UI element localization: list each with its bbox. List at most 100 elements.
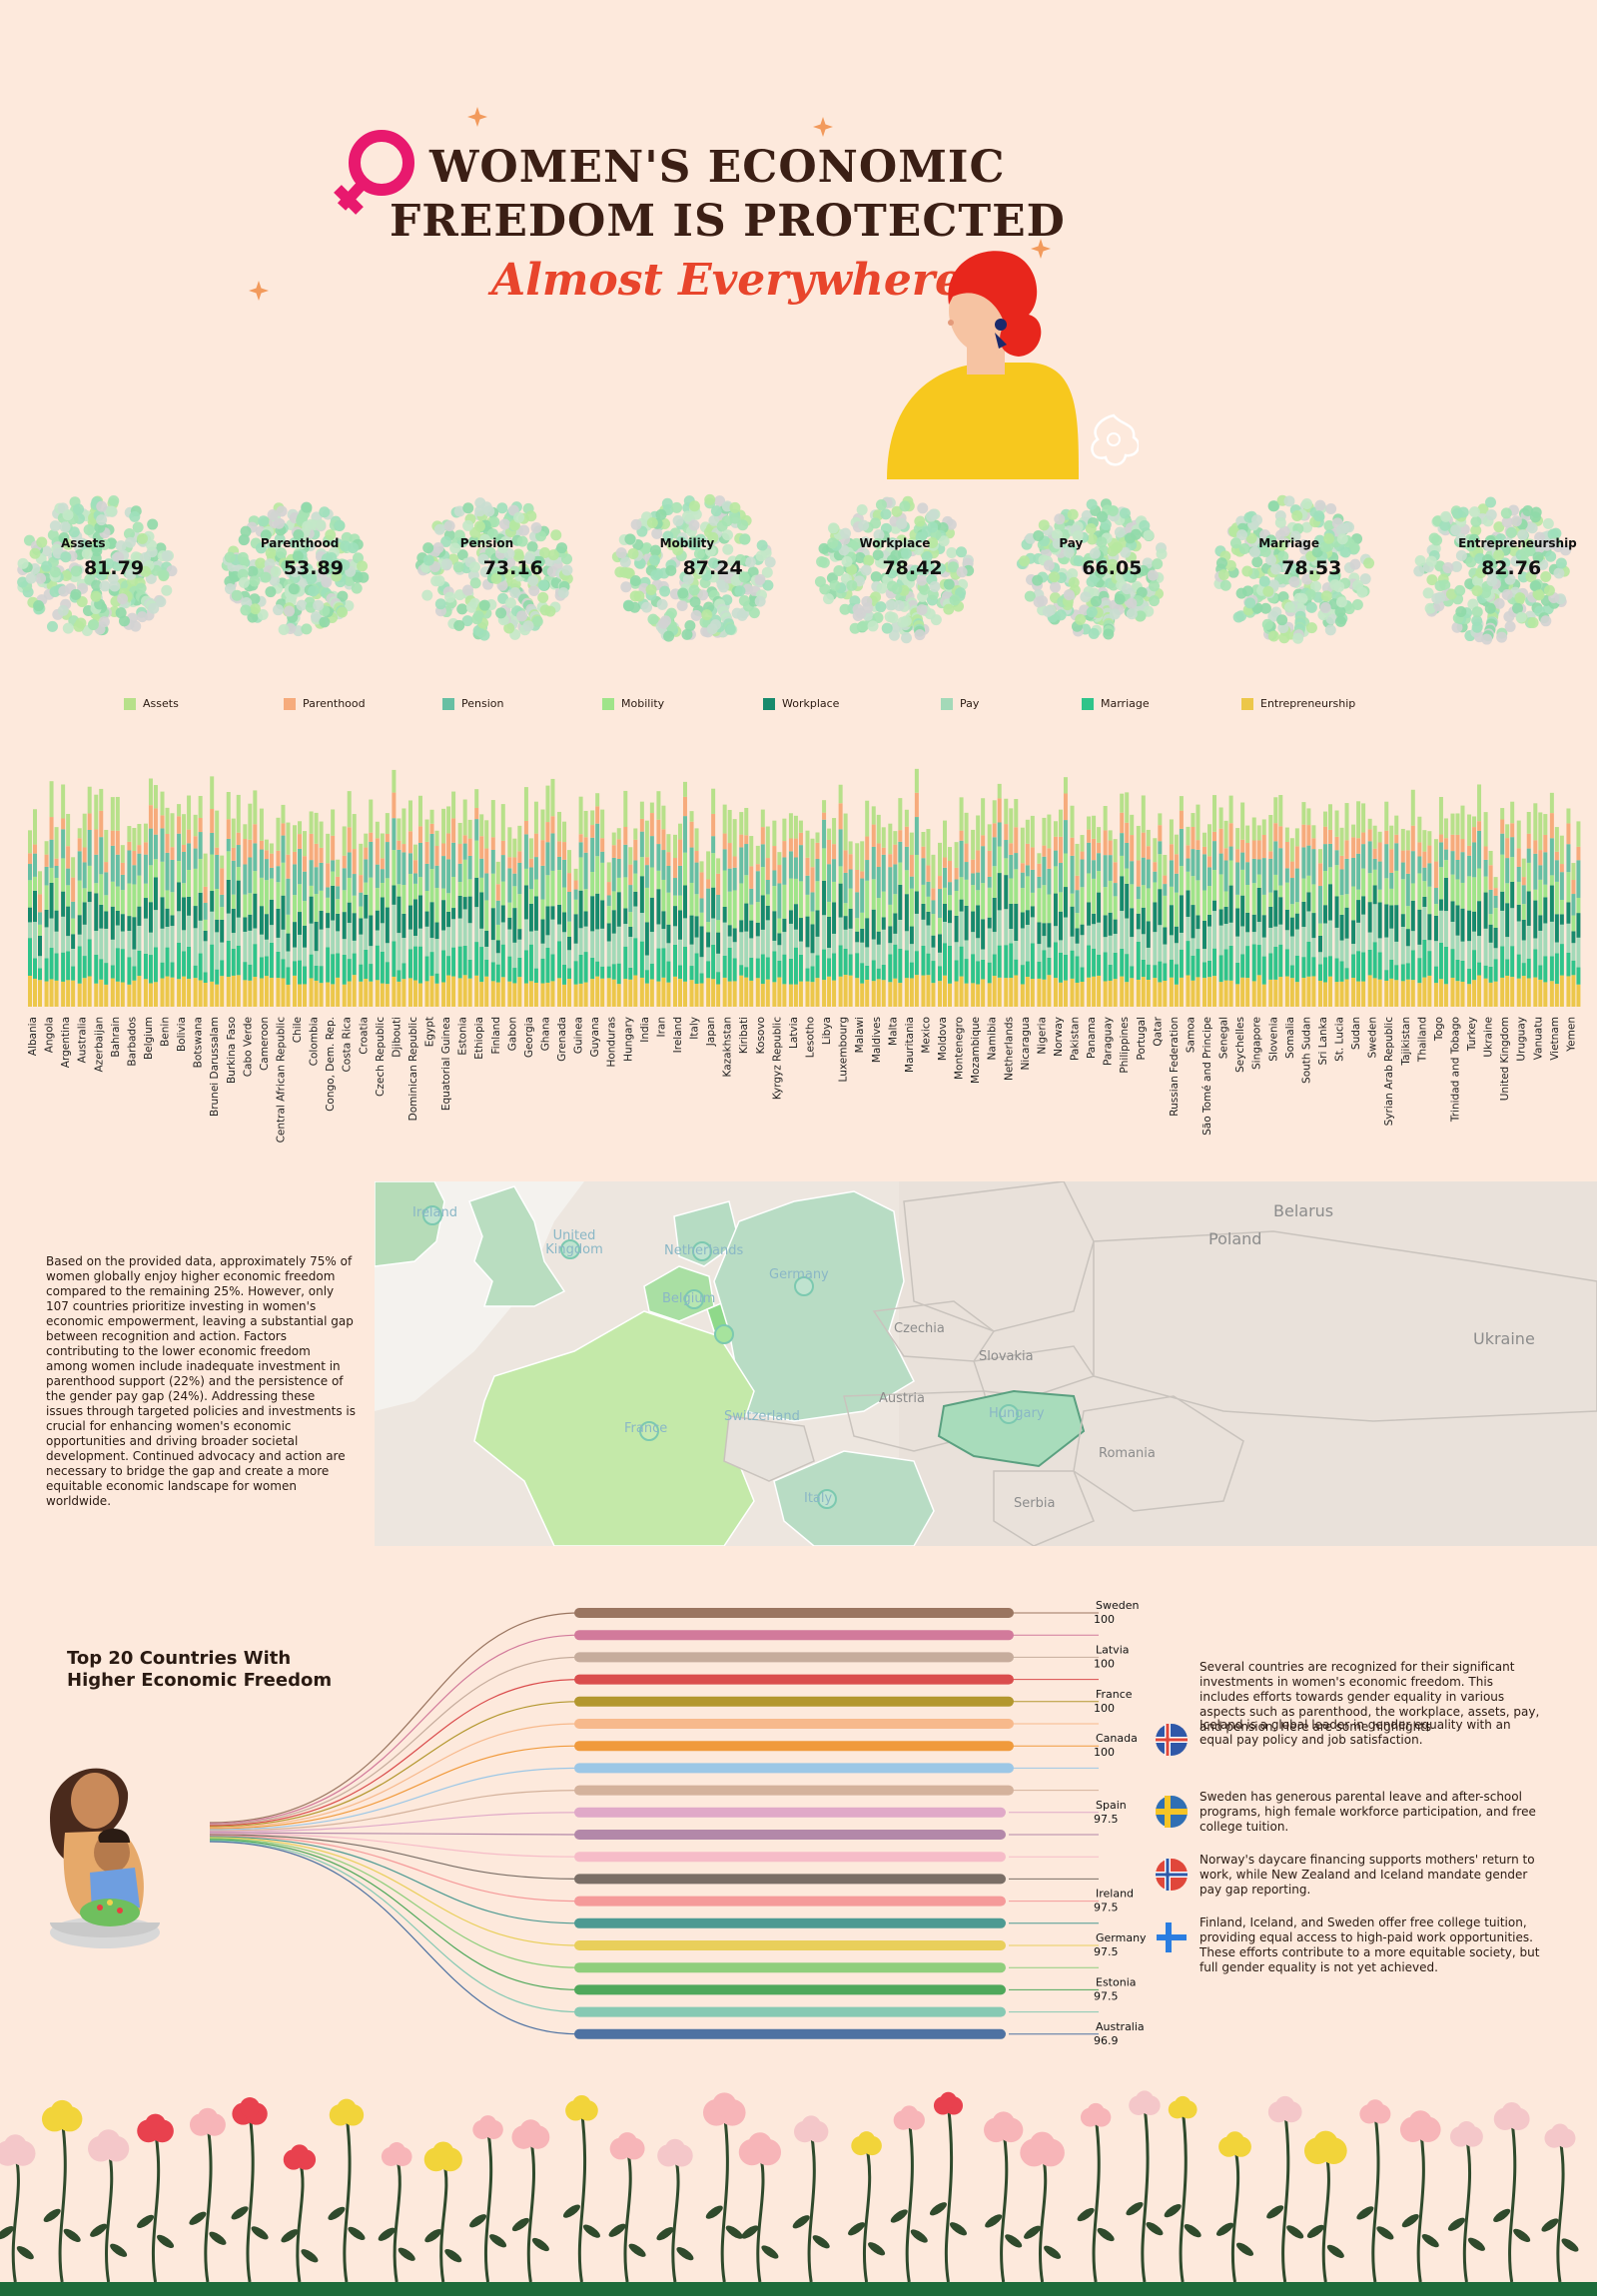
bar-segment: [810, 982, 815, 1007]
bar-segment: [898, 862, 903, 885]
cluster-dot: [671, 501, 683, 513]
cluster-dot: [619, 566, 631, 578]
legend-swatch: [941, 697, 953, 710]
bar-stack: [706, 851, 711, 1007]
cluster-dot: [1156, 548, 1168, 560]
bar-segment: [1240, 977, 1245, 1007]
bar-stack: [38, 871, 42, 1007]
bar-segment: [1141, 857, 1146, 886]
legend-label: Assets: [143, 697, 179, 710]
bar-segment: [545, 982, 550, 1007]
bar-segment: [1493, 959, 1498, 982]
bar-segment: [893, 894, 898, 914]
bar-segment: [1058, 911, 1063, 941]
cluster-dot: [708, 514, 720, 526]
bar-segment: [424, 911, 429, 927]
bar-segment: [1306, 875, 1311, 893]
cluster-dot: [755, 550, 767, 562]
bar-segment: [198, 953, 203, 981]
bar-segment: [1384, 970, 1389, 981]
bar-segment: [1422, 906, 1427, 940]
bar-segment: [971, 954, 976, 984]
bar-segment: [827, 839, 832, 865]
bar-stack: [1014, 799, 1019, 1007]
bar-segment: [732, 928, 737, 943]
bar-segment: [1394, 965, 1399, 981]
bar-segment: [429, 823, 434, 834]
bar-segment: [1169, 905, 1174, 936]
bar-segment: [1125, 822, 1130, 843]
bar-segment: [441, 950, 446, 983]
bar-segment: [1505, 959, 1510, 976]
bar-segment: [392, 885, 397, 905]
flow-line: [209, 1840, 580, 2013]
bar-segment: [1488, 982, 1493, 1007]
bar-segment: [1025, 910, 1030, 926]
bar-segment: [417, 877, 422, 896]
bar-segment: [1576, 984, 1581, 1007]
bar-segment: [484, 976, 489, 1007]
bar-segment: [110, 797, 115, 831]
bar-stack: [1092, 815, 1097, 1007]
bar-stack: [253, 790, 258, 1007]
bar-segment: [44, 958, 49, 982]
bar-stack: [1020, 827, 1025, 1007]
bar-segment: [1467, 814, 1472, 846]
cluster-dot: [1051, 528, 1063, 540]
cluster-dot: [296, 599, 308, 611]
x-tick-label: Dominican Republic: [407, 1017, 419, 1122]
cluster-dot: [358, 571, 370, 583]
bar-segment: [528, 858, 533, 868]
bar-segment: [595, 806, 600, 824]
bar-segment: [1559, 864, 1564, 873]
cluster-dot: [1097, 510, 1109, 522]
bar-segment: [1377, 902, 1382, 939]
bar-segment: [1196, 849, 1200, 881]
bar-segment: [236, 867, 241, 881]
cluster-dot: [722, 529, 734, 541]
bar-segment: [314, 812, 319, 844]
bar-segment: [1405, 929, 1410, 947]
bar-segment: [1047, 947, 1052, 958]
bar-segment: [77, 851, 82, 881]
cluster-dot: [729, 501, 741, 513]
bar-segment: [314, 894, 319, 922]
bar-segment: [434, 830, 439, 846]
bar-segment: [533, 801, 538, 834]
bar-stack: [793, 815, 798, 1007]
cluster-dot: [161, 584, 173, 596]
top20-title: Top 20 Countries With Higher Economic Fr…: [67, 1648, 333, 1691]
bar-segment: [457, 843, 462, 864]
bar-segment: [276, 937, 281, 952]
bar-stack: [1130, 814, 1135, 1007]
bar-segment: [1377, 861, 1382, 890]
bar-segment: [429, 833, 434, 870]
bar-segment: [153, 910, 158, 948]
cluster-dot: [269, 574, 281, 586]
bar-segment: [1443, 877, 1448, 912]
bar-segment: [490, 908, 495, 941]
bar-segment: [755, 902, 760, 923]
bar-segment: [1400, 850, 1405, 863]
cluster-dot: [885, 599, 897, 611]
bar-stack: [964, 812, 969, 1007]
bar-segment: [1130, 908, 1135, 938]
bar-segment: [959, 911, 964, 947]
bar-segment: [557, 941, 562, 979]
bar-segment: [1256, 840, 1261, 860]
bar-segment: [904, 846, 909, 871]
bar-segment: [336, 953, 341, 978]
cluster-dot: [943, 603, 955, 615]
cluster-dot: [433, 523, 445, 535]
legend-item-marriage: Marriage: [1082, 697, 1150, 710]
x-tick-label: Bahrain: [110, 1017, 122, 1058]
bar-stack: [1030, 815, 1035, 1007]
bar-segment: [264, 956, 269, 977]
bar-stack: [215, 810, 220, 1007]
bar-segment: [1351, 954, 1356, 979]
bar-segment: [512, 838, 517, 858]
bar-segment: [1526, 978, 1531, 1007]
cluster-dot: [704, 545, 716, 557]
